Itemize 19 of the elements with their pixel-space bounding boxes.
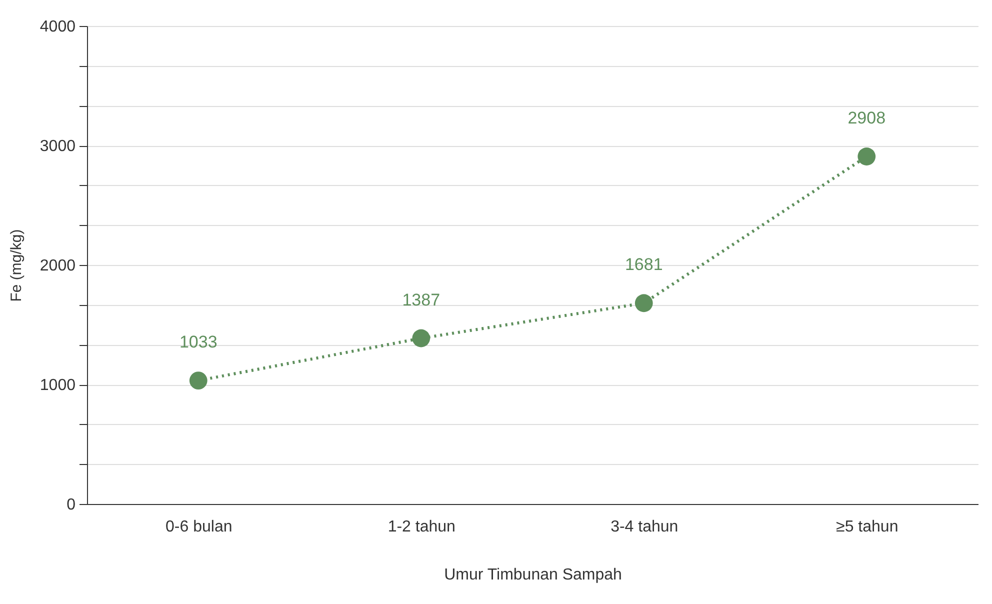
y-tick-label: 1000 xyxy=(40,377,76,394)
data-label: 1681 xyxy=(624,255,663,274)
point xyxy=(634,294,653,312)
y-tick-label: 2000 xyxy=(40,258,76,274)
point xyxy=(412,329,430,348)
x-tick-label: 0-6 bulan xyxy=(166,518,232,536)
x-tick-label: 3-4 tahun xyxy=(610,518,678,536)
y-tick-label: 4000 xyxy=(40,18,76,36)
x-tick-label: ≥5 tahun xyxy=(836,518,898,536)
y-tick-label: 0 xyxy=(66,496,76,514)
point xyxy=(189,372,208,390)
y-tick-label: 3000 xyxy=(40,138,76,155)
data-label: 1387 xyxy=(402,290,440,310)
point xyxy=(858,148,876,166)
x-axis-title: Umur Timbunan Sampah xyxy=(444,566,622,584)
y-axis-title: Fe (mg/kg) xyxy=(8,229,25,302)
x-tick-label: 1-2 tahun xyxy=(388,518,456,536)
data-label: 2908 xyxy=(848,108,886,128)
data-label: 1033 xyxy=(179,332,218,352)
